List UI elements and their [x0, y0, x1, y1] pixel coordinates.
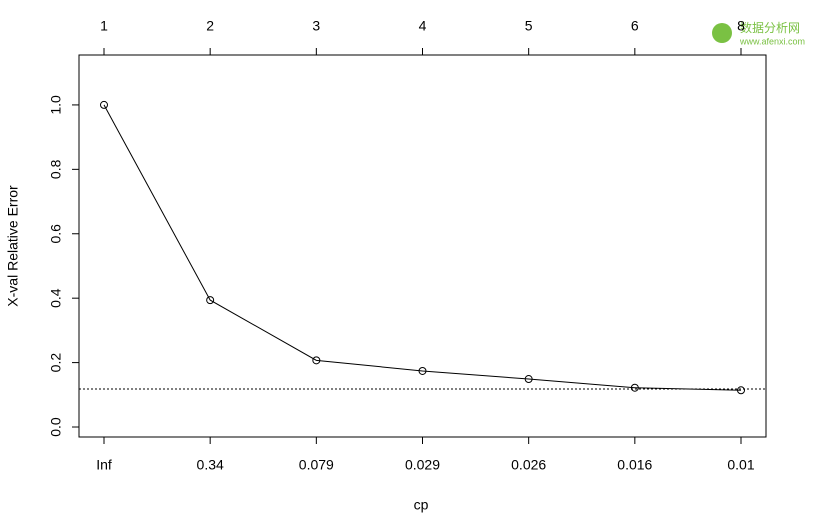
top-tick-label: 1 — [100, 18, 108, 34]
y-tick-label: 0.6 — [48, 224, 64, 244]
top-tick-label: 3 — [312, 18, 320, 34]
x-axis-label: cp — [414, 497, 429, 513]
data-point — [418, 366, 427, 375]
data-point — [524, 375, 533, 384]
top-tick-label: 4 — [419, 18, 427, 34]
data-point — [206, 296, 215, 305]
top-tick-label: 6 — [631, 18, 639, 34]
top-tick-label: 5 — [525, 18, 533, 34]
top-tick-label: 2 — [206, 18, 214, 34]
y-tick-label: 0.0 — [48, 417, 64, 437]
data-point — [737, 386, 745, 395]
watermark-name: 数据分析网 — [740, 20, 800, 35]
y-tick-label: 0.8 — [48, 159, 64, 179]
y-tick-label: 0.4 — [48, 288, 64, 308]
y-tick-label: 0.2 — [48, 353, 64, 373]
watermark-logo — [712, 23, 732, 43]
x-tick-label: 0.01 — [727, 457, 754, 473]
y-axis-label: X-val Relative Error — [5, 185, 21, 307]
x-tick-label: 0.34 — [197, 457, 224, 473]
x-tick-label: 0.016 — [617, 457, 652, 473]
top-tick-label: 8 — [737, 18, 745, 34]
x-tick-label: 0.029 — [405, 457, 440, 473]
data-point — [630, 383, 639, 392]
data-point — [312, 356, 321, 365]
x-tick-label: 0.026 — [511, 457, 546, 473]
y-tick-label: 1.0 — [48, 95, 64, 115]
x-tick-label: 0.079 — [299, 457, 334, 473]
data-point — [100, 100, 108, 109]
plot-frame — [78, 54, 767, 438]
x-tick-label: Inf — [96, 457, 112, 473]
watermark-url: www.afenxi.com — [739, 36, 805, 46]
data-line — [103, 104, 742, 391]
